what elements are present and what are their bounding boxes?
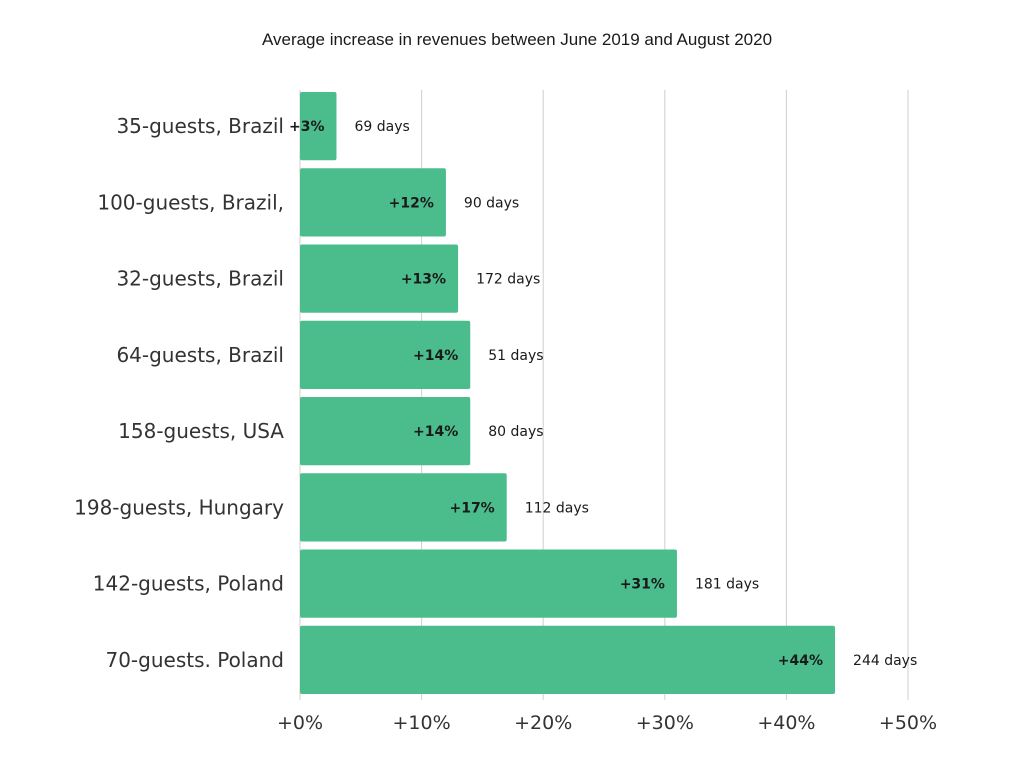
days-annotation-0: 69 days	[354, 119, 409, 135]
days-annotation-4: 80 days	[488, 424, 543, 440]
bar-value-label-1: +12%	[389, 195, 434, 211]
category-label-3: 64-guests, Brazil	[116, 343, 284, 367]
bar-value-label-5: +17%	[449, 500, 494, 516]
bar-7	[300, 625, 836, 694]
chart-title: Average increase in revenues between Jun…	[261, 30, 773, 49]
category-label-5: 198-guests, Hungary	[74, 495, 284, 519]
bar-value-label-2: +13%	[401, 272, 446, 288]
bar-value-label-0: +3%	[289, 119, 325, 135]
x-tick-label-4: +40%	[757, 712, 815, 734]
x-tick-label-3: +30%	[636, 712, 694, 734]
bar-value-label-3: +14%	[413, 348, 458, 364]
bar-value-label-7: +44%	[778, 653, 823, 669]
days-annotation-6: 181 days	[695, 577, 759, 593]
bar-4	[300, 397, 471, 466]
category-label-6: 142-guests, Poland	[93, 572, 284, 596]
bar-value-label-6: +31%	[620, 577, 665, 593]
bar-2	[300, 244, 459, 313]
bar-5	[300, 473, 507, 542]
category-label-2: 32-guests, Brazil	[116, 267, 284, 291]
days-annotation-7: 244 days	[853, 653, 917, 669]
category-label-4: 158-guests, USA	[118, 419, 284, 443]
bar-value-label-4: +14%	[413, 424, 458, 440]
bar-1	[300, 168, 446, 237]
days-annotation-3: 51 days	[488, 348, 543, 364]
x-tick-label-1: +10%	[393, 712, 451, 734]
bar-6	[300, 549, 677, 618]
category-label-1: 100-guests, Brazil,	[97, 190, 284, 214]
days-annotation-2: 172 days	[476, 272, 540, 288]
days-annotation-1: 90 days	[464, 195, 519, 211]
x-tick-label-2: +20%	[514, 712, 572, 734]
days-annotation-5: 112 days	[525, 500, 589, 516]
bar-3	[300, 320, 471, 389]
category-label-0: 35-guests, Brazil	[116, 114, 284, 138]
x-tick-label-5: +50%	[879, 712, 937, 734]
category-label-7: 70-guests. Poland	[105, 648, 284, 672]
bar-0	[300, 92, 337, 161]
x-tick-label-0: +0%	[277, 712, 323, 734]
